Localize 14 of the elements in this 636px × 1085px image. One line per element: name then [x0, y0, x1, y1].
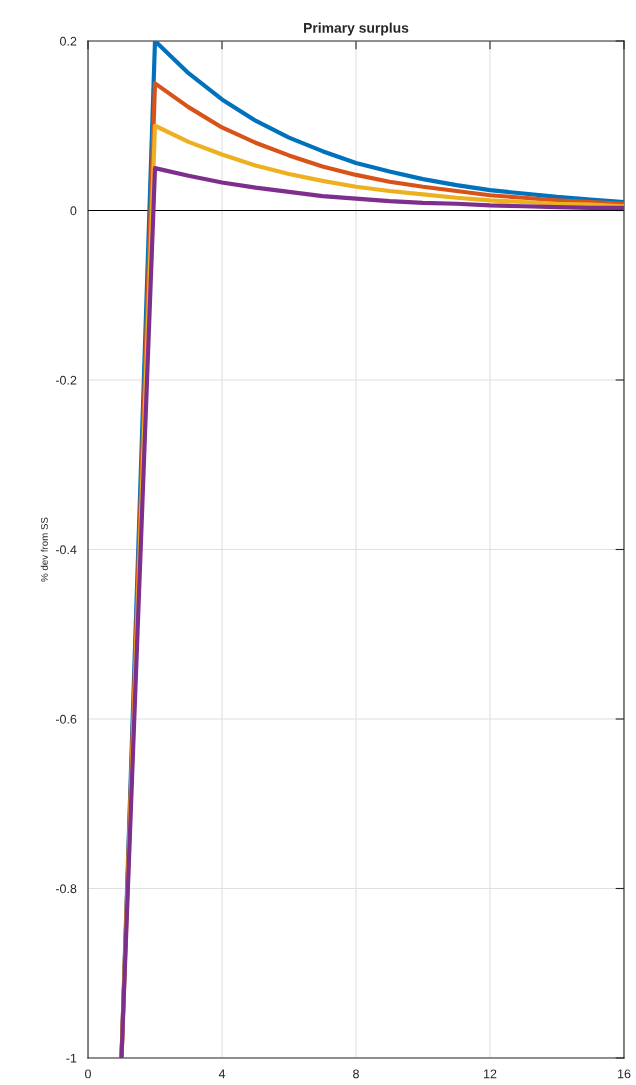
chart-title: Primary surplus [304, 22, 409, 36]
y-tick-label: -0.8 [55, 884, 77, 894]
y-tick-label: -0.6 [55, 714, 77, 724]
y-tick-label: 0.2 [60, 36, 77, 46]
y-tick-label: 0 [70, 206, 77, 216]
x-tick-label: 0 [85, 1069, 91, 1079]
x-tick-label: 16 [618, 1069, 631, 1079]
y-tick-label: -1 [66, 1053, 77, 1063]
x-tick-label: 8 [353, 1069, 359, 1079]
y-axis-title: % dev from SS [40, 517, 48, 582]
x-tick-label: 12 [484, 1069, 497, 1079]
y-tick-label: -0.2 [55, 375, 77, 385]
y-tick-label: -0.4 [55, 545, 77, 555]
x-tick-label: 4 [218, 1069, 226, 1079]
